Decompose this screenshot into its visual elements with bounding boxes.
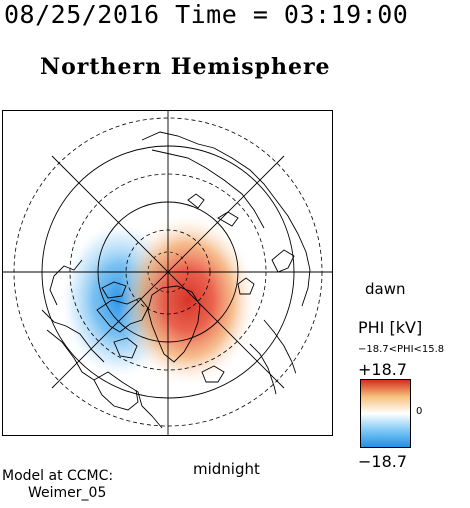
colorbar-title: PHI [kV] <box>358 318 423 337</box>
colorbar-zero-label: 0 <box>416 406 423 417</box>
coastlines <box>41 131 311 429</box>
polar-map <box>2 110 333 436</box>
model-label: Model at CCMC: <box>2 468 114 484</box>
dawn-label: dawn <box>365 280 406 298</box>
timestamp: 08/25/2016 Time = 03:19:00 <box>4 0 409 29</box>
colorbar-range: −18.7<PHI<15.8 <box>358 344 445 355</box>
colorbar-min-label: −18.7 <box>358 452 408 471</box>
meridian-lines <box>2 110 333 436</box>
hemisphere-title: Northern Hemisphere <box>40 54 331 80</box>
model-name: Weimer_05 <box>28 485 107 501</box>
colorbar <box>360 379 411 448</box>
colorbar-max-label: +18.7 <box>358 360 408 379</box>
pole-marker <box>147 251 189 293</box>
midnight-label: midnight <box>193 460 260 478</box>
positive-potential-cell <box>118 212 258 388</box>
